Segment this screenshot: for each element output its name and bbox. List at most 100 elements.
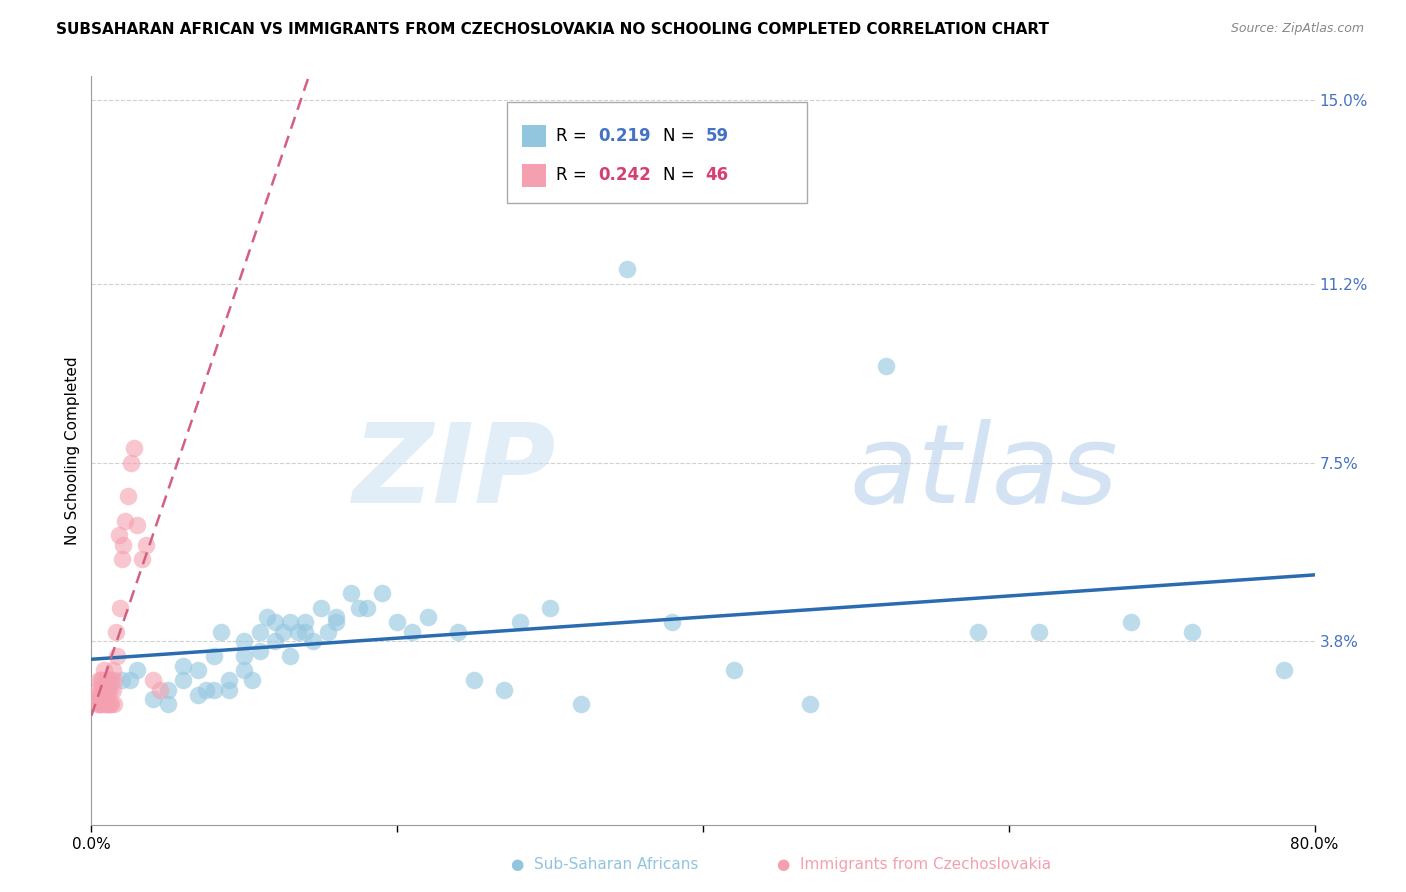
- Point: [94, 673, 117, 687]
- Point: [616, 262, 638, 277]
- Point: [91, 673, 114, 687]
- Point: [538, 600, 561, 615]
- Point: [100, 673, 122, 687]
- Point: [117, 489, 139, 503]
- Point: [120, 456, 142, 470]
- Point: [91, 698, 114, 712]
- Point: [101, 682, 124, 697]
- Point: [90, 698, 112, 712]
- Point: [371, 586, 394, 600]
- Point: [114, 514, 136, 528]
- Point: [1181, 624, 1204, 639]
- Point: [416, 610, 439, 624]
- Point: [93, 664, 115, 678]
- Point: [401, 624, 423, 639]
- Point: [218, 682, 240, 697]
- Point: [131, 552, 153, 566]
- Text: N =: N =: [662, 127, 700, 145]
- Point: [100, 698, 122, 712]
- Point: [172, 658, 194, 673]
- Point: [111, 552, 134, 566]
- Point: [661, 615, 683, 629]
- Point: [294, 615, 316, 629]
- Text: Source: ZipAtlas.com: Source: ZipAtlas.com: [1230, 22, 1364, 36]
- Point: [97, 673, 120, 687]
- Point: [112, 538, 135, 552]
- Point: [104, 624, 127, 639]
- Point: [723, 664, 745, 678]
- Point: [294, 624, 316, 639]
- Text: ZIP: ZIP: [353, 419, 557, 526]
- Point: [325, 610, 347, 624]
- Point: [875, 359, 898, 373]
- Point: [87, 673, 110, 687]
- Point: [195, 682, 218, 697]
- Point: [156, 698, 179, 712]
- Point: [111, 673, 134, 687]
- Text: R =: R =: [557, 127, 592, 145]
- Point: [271, 624, 294, 639]
- Point: [240, 673, 263, 687]
- Point: [86, 682, 108, 697]
- Point: [309, 600, 332, 615]
- Point: [97, 682, 120, 697]
- Point: [287, 624, 309, 639]
- Point: [105, 648, 128, 663]
- Point: [249, 624, 271, 639]
- Point: [256, 610, 278, 624]
- Point: [87, 692, 110, 706]
- Text: atlas: atlas: [849, 419, 1118, 526]
- Text: 46: 46: [706, 167, 728, 185]
- FancyBboxPatch shape: [508, 102, 807, 203]
- Point: [302, 634, 325, 648]
- Point: [91, 682, 114, 697]
- Point: [218, 673, 240, 687]
- Text: R =: R =: [557, 167, 592, 185]
- Point: [90, 688, 112, 702]
- Point: [84, 688, 107, 702]
- Point: [149, 682, 172, 697]
- Point: [209, 624, 232, 639]
- Point: [278, 615, 301, 629]
- Point: [233, 664, 256, 678]
- Point: [202, 648, 225, 663]
- Point: [202, 682, 225, 697]
- Text: ●  Immigrants from Czechoslovakia: ● Immigrants from Czechoslovakia: [778, 857, 1050, 872]
- Point: [172, 673, 194, 687]
- Point: [1121, 615, 1143, 629]
- Point: [340, 586, 363, 600]
- Text: 0.242: 0.242: [598, 167, 651, 185]
- Point: [97, 698, 120, 712]
- Point: [569, 698, 592, 712]
- Point: [94, 698, 117, 712]
- Point: [93, 688, 115, 702]
- Point: [93, 682, 115, 697]
- Point: [87, 698, 110, 712]
- Text: 0.219: 0.219: [598, 127, 651, 145]
- Point: [347, 600, 370, 615]
- Point: [463, 673, 485, 687]
- Point: [86, 698, 108, 712]
- Point: [96, 698, 118, 712]
- Point: [447, 624, 470, 639]
- Point: [122, 441, 145, 455]
- Point: [967, 624, 990, 639]
- Point: [233, 634, 256, 648]
- Point: [264, 615, 287, 629]
- Point: [187, 664, 209, 678]
- Point: [98, 682, 121, 697]
- Point: [96, 682, 118, 697]
- Text: SUBSAHARAN AFRICAN VS IMMIGRANTS FROM CZECHOSLOVAKIA NO SCHOOLING COMPLETED CORR: SUBSAHARAN AFRICAN VS IMMIGRANTS FROM CZ…: [56, 22, 1049, 37]
- Point: [118, 673, 141, 687]
- Point: [98, 698, 121, 712]
- Point: [1272, 664, 1295, 678]
- Bar: [522, 125, 547, 147]
- Point: [249, 644, 271, 658]
- Point: [103, 673, 125, 687]
- Point: [90, 673, 112, 687]
- Point: [356, 600, 378, 615]
- Point: [156, 682, 179, 697]
- Point: [325, 615, 347, 629]
- Point: [494, 682, 516, 697]
- Point: [135, 538, 157, 552]
